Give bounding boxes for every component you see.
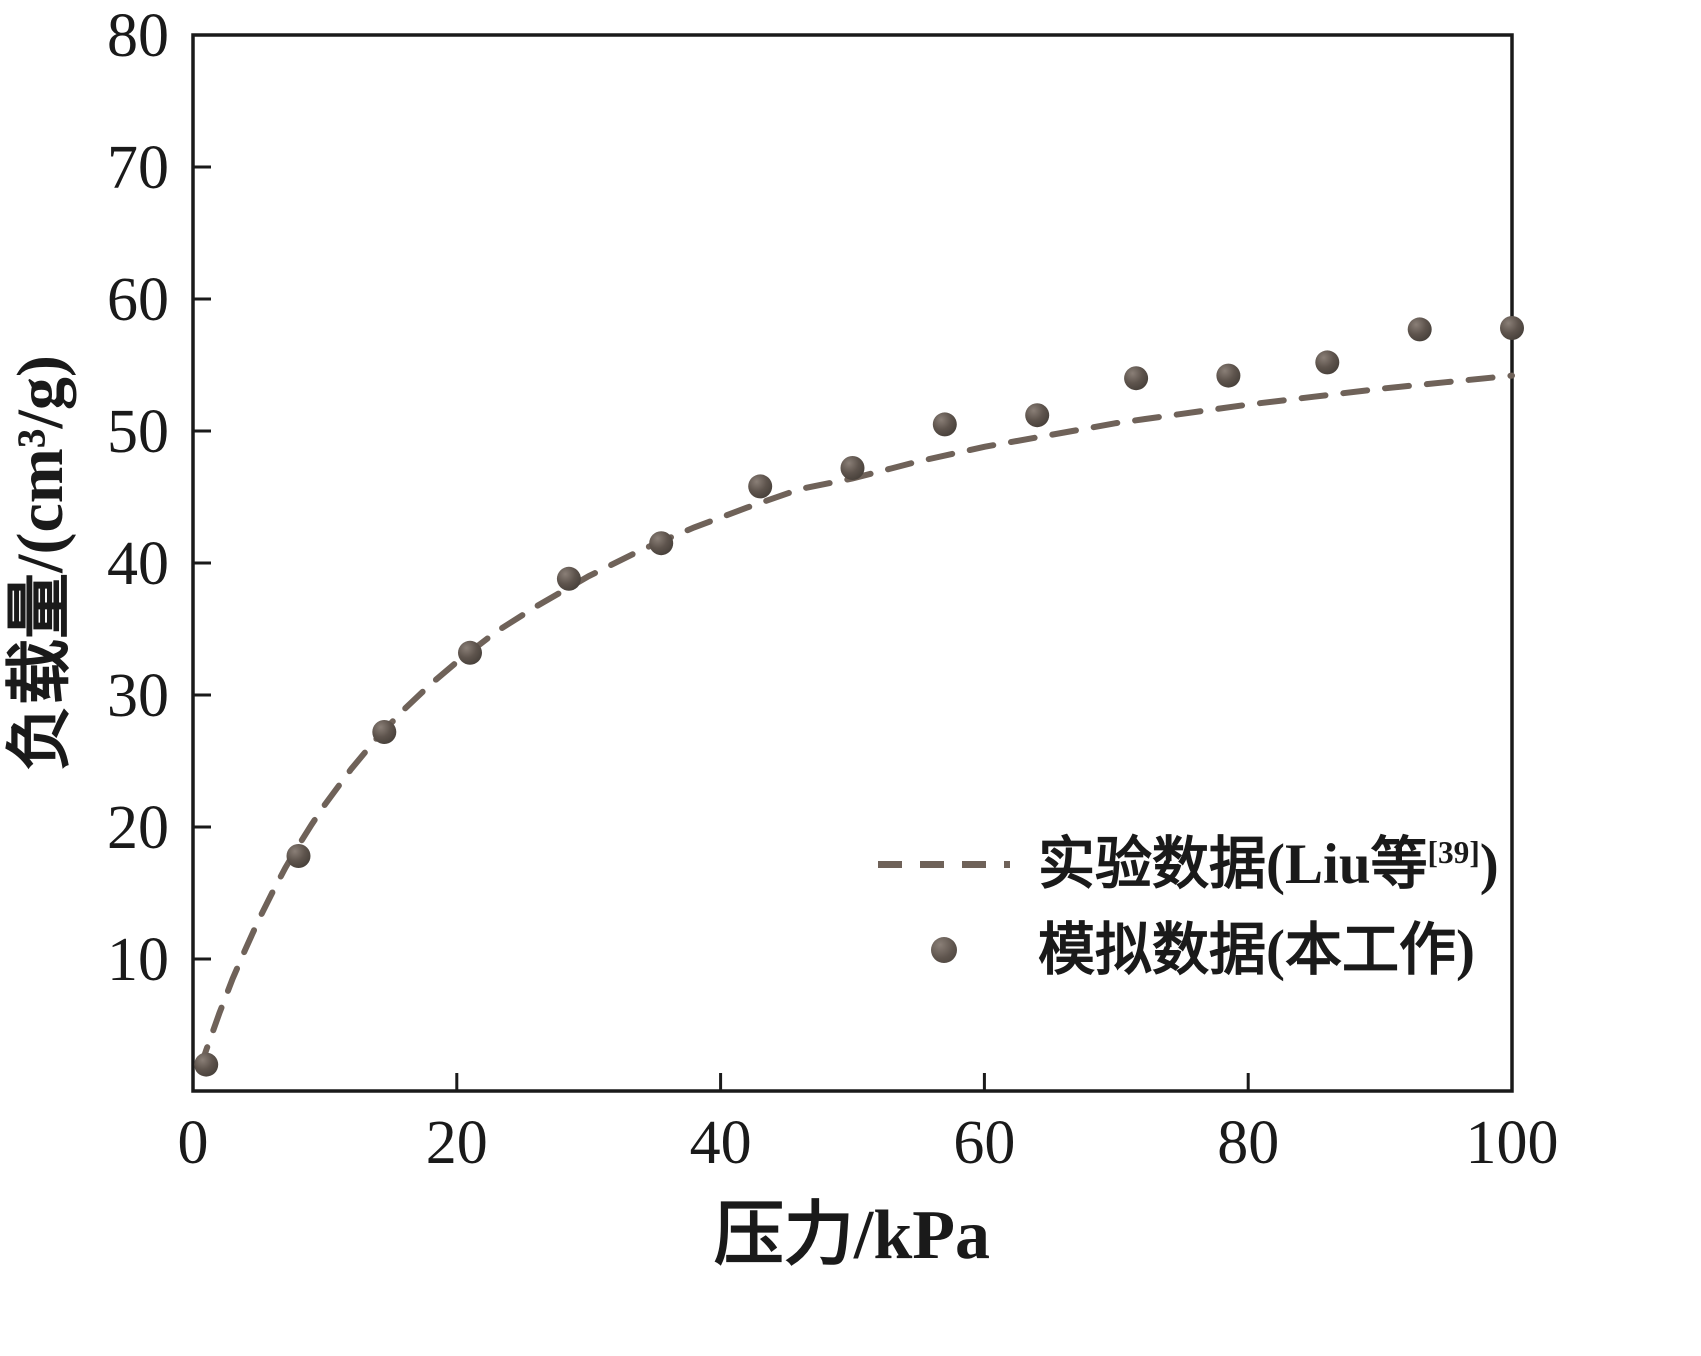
simulated-data-point — [1500, 316, 1524, 340]
legend-label-experimental-post: ) — [1479, 832, 1499, 896]
legend-label-simulated: 模拟数据(本工作) — [1038, 918, 1475, 982]
x-tick-label: 0 — [178, 1109, 209, 1177]
legend-item-experimental: 实验数据(Liu等[39]) — [878, 828, 1499, 900]
simulated-data-point — [194, 1052, 219, 1077]
x-tick-label: 100 — [1466, 1109, 1559, 1177]
simulated-data-point — [649, 531, 674, 556]
x-tick-label: 60 — [953, 1109, 1015, 1177]
plot-area: 0 20 40 60 80 100 10 20 30 40 50 60 70 80 — [107, 2, 1559, 1177]
simulated-data-point — [840, 456, 865, 480]
simulated-data-point — [748, 474, 773, 499]
simulated-data-point — [372, 720, 397, 744]
y-tick-label: 10 — [107, 926, 169, 994]
legend-label-experimental: 实验数据(Liu等[39]) — [1038, 836, 1499, 893]
simulated-data-point — [458, 640, 482, 665]
y-tick-label: 50 — [107, 398, 169, 466]
y-tick-label: 20 — [107, 794, 169, 862]
legend-label-experimental-sup: [39] — [1427, 834, 1480, 870]
y-tick-label: 70 — [107, 134, 169, 202]
dot-swatch — [878, 937, 1010, 963]
simulated-data-point — [1407, 317, 1432, 342]
dashed-line-swatch — [878, 860, 1010, 868]
simulated-data-point — [1124, 366, 1149, 391]
x-tick-label: 20 — [426, 1109, 488, 1177]
y-tick-label: 80 — [107, 2, 169, 70]
y-tick-label: 40 — [107, 530, 169, 598]
dashed-line-icon — [878, 860, 1010, 868]
dot-icon — [931, 937, 957, 963]
y-tick-label: 30 — [107, 662, 169, 730]
legend-label-experimental-pre: 实验数据(Liu等 — [1038, 832, 1428, 896]
legend: 实验数据(Liu等[39]) 模拟数据(本工作) — [878, 828, 1499, 986]
simulated-data-point — [1025, 403, 1050, 428]
simulated-data-point — [556, 566, 581, 591]
simulated-data-point — [932, 412, 957, 437]
simulated-data-point — [286, 844, 311, 868]
simulated-data-point — [1216, 363, 1241, 388]
x-tick-label: 40 — [690, 1109, 752, 1177]
x-axis-title: 压力/kPa — [714, 1197, 990, 1274]
y-tick-label: 60 — [107, 266, 169, 334]
x-tick-label: 80 — [1217, 1109, 1279, 1177]
y-axis-title: 负载量/(cm³/g) — [4, 355, 77, 771]
simulated-data-point — [1315, 350, 1340, 375]
legend-item-simulated: 模拟数据(本工作) — [878, 914, 1499, 986]
